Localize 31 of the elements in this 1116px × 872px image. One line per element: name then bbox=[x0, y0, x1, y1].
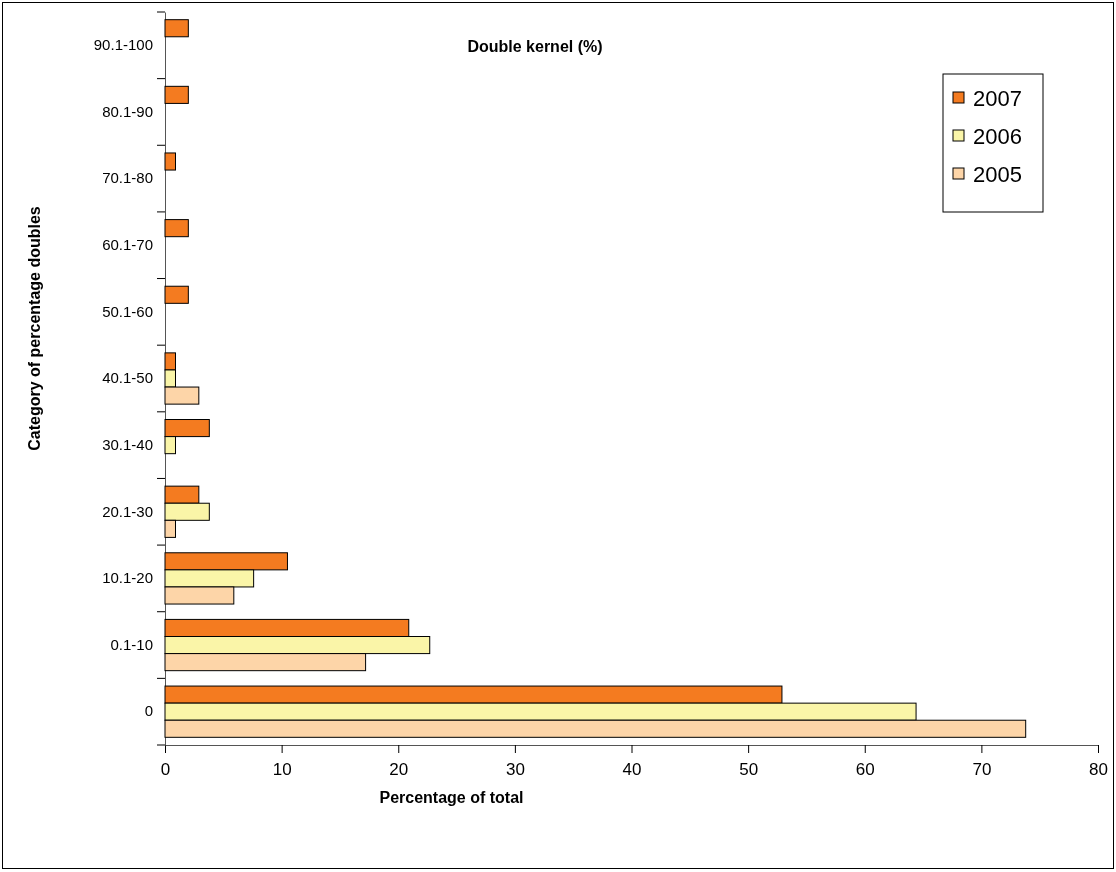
y-tick-label: 0.1-10 bbox=[110, 635, 153, 653]
legend-label: 2006 bbox=[973, 124, 1022, 149]
y-tick-label: 60.1-70 bbox=[102, 236, 153, 254]
x-tick-label: 70 bbox=[972, 759, 992, 779]
legend-label: 2007 bbox=[973, 86, 1022, 111]
bar bbox=[164, 19, 189, 38]
y-tick-label: 0 bbox=[144, 702, 153, 720]
y-tick-label: 40.1-50 bbox=[102, 369, 153, 387]
x-tick-label: 10 bbox=[272, 759, 292, 779]
y-tick-label: 20.1-30 bbox=[102, 502, 153, 520]
y-tick-label: 30.1-40 bbox=[102, 435, 153, 453]
y-tick-label: 50.1-60 bbox=[102, 302, 153, 320]
x-axis-title: Percentage of total bbox=[379, 789, 524, 806]
x-tick-label: 30 bbox=[505, 759, 525, 779]
bar bbox=[164, 85, 189, 104]
y-tick-label: 80.1-90 bbox=[102, 102, 153, 120]
bar bbox=[164, 219, 189, 238]
legend-label: 2005 bbox=[973, 162, 1022, 187]
x-tick-label: 40 bbox=[622, 759, 642, 779]
bar bbox=[164, 285, 189, 304]
x-tick-label: 80 bbox=[1089, 759, 1108, 779]
x-tick-label: 20 bbox=[389, 759, 409, 779]
text: Double kernel (%) bbox=[467, 38, 603, 55]
bar bbox=[164, 152, 176, 171]
y-axis-title: Category of percentage doubles bbox=[26, 206, 43, 451]
y-tick-label: 10.1-20 bbox=[102, 569, 153, 587]
y-tick-label: 90.1-100 bbox=[93, 36, 153, 54]
x-tick-label: 50 bbox=[739, 759, 759, 779]
x-tick-label: 0 bbox=[160, 759, 171, 779]
y-tick-label: 70.1-80 bbox=[102, 169, 153, 187]
x-tick-label: 60 bbox=[855, 759, 875, 779]
